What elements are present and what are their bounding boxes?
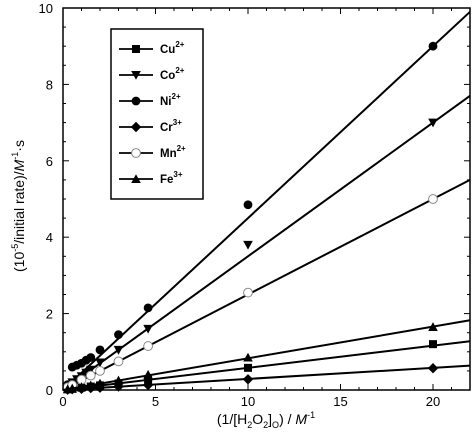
- data-point-ni: [86, 353, 96, 362]
- fit-line-cr: [62, 364, 471, 391]
- data-point-cu: [244, 363, 252, 372]
- data-point-fe: [95, 378, 105, 388]
- fit-line-fe: [62, 319, 471, 391]
- data-point-ni: [114, 330, 123, 340]
- series-mn: [62, 179, 471, 393]
- legend-entry-mn: Mn2+: [119, 144, 186, 160]
- y-tick-label: 8: [46, 77, 53, 92]
- legend-entry-cr: Cr3+: [119, 118, 182, 134]
- data-point-cr: [142, 379, 154, 391]
- fit-line-ni: [62, 11, 471, 391]
- legend-label-fe: Fe3+: [160, 170, 183, 186]
- y-tick-label: 2: [46, 307, 53, 322]
- legend-marker-cr: [130, 121, 142, 133]
- data-point-fe: [76, 382, 87, 391]
- y-tick-label: 6: [46, 154, 53, 169]
- legend-marker-ni: [131, 96, 141, 106]
- data-point-cr: [427, 363, 439, 374]
- legend-label-ni: Ni2+: [160, 92, 181, 108]
- fit-line-cu: [62, 340, 471, 391]
- data-point-mn: [113, 356, 124, 367]
- x-tick-label: 0: [59, 394, 66, 409]
- data-layer: [62, 11, 471, 395]
- data-point-fe: [113, 375, 124, 385]
- legend-marker-co: [131, 71, 141, 80]
- data-point-cr: [242, 374, 254, 385]
- data-point-fe: [428, 322, 438, 331]
- data-point-ni: [95, 345, 105, 355]
- series-ni: [62, 11, 471, 391]
- data-point-co: [243, 240, 253, 250]
- legend-label-co: Co2+: [160, 66, 185, 82]
- legend: Cu2+ Co2+ Ni2+ Cr3+ Mn2+ Fe3+: [110, 28, 204, 200]
- data-point-mn: [143, 341, 154, 351]
- x-tick-label: 20: [426, 394, 440, 409]
- data-point-cu: [144, 375, 153, 384]
- legend-label-mn: Mn2+: [160, 144, 186, 160]
- legend-marker-fe: [131, 174, 141, 183]
- data-point-co: [113, 345, 124, 355]
- legend-entry-co: Co2+: [119, 66, 185, 82]
- x-axis-title: (1/[H2O2]O) / M-1: [217, 410, 315, 430]
- legend-entry-fe: Fe3+: [119, 170, 183, 186]
- data-point-fe: [243, 352, 253, 362]
- legend-label-cu: Cu2+: [160, 40, 185, 56]
- y-tick-label: 0: [46, 383, 53, 398]
- legend-marker-cu: [132, 45, 140, 53]
- y-tick-label: 10: [39, 1, 53, 16]
- legend-marker-mn: [131, 148, 141, 158]
- x-tick-label: 15: [333, 394, 347, 409]
- data-point-ni: [243, 200, 253, 210]
- data-point-co: [95, 358, 105, 368]
- data-point-co: [85, 365, 96, 375]
- data-point-ni: [428, 41, 438, 51]
- data-point-ni: [143, 303, 153, 313]
- legend-entries: Cu2+ Co2+ Ni2+ Cr3+ Mn2+ Fe3+: [119, 40, 186, 186]
- data-point-fe: [143, 369, 153, 379]
- series-cu: [62, 340, 471, 394]
- data-point-mn: [85, 370, 96, 381]
- y-axis-title: (10-5/initial rate)/M-1·s: [10, 140, 27, 272]
- legend-entry-cu: Cu2+: [119, 40, 185, 56]
- data-point-mn: [95, 366, 105, 376]
- x-tick-label: 10: [241, 394, 255, 409]
- fit-line-co: [62, 95, 471, 391]
- legend-box: [110, 28, 204, 200]
- fit-line-mn: [62, 179, 471, 391]
- data-point-co: [428, 118, 438, 128]
- legend-label-cr: Cr3+: [160, 118, 182, 134]
- legend-entry-ni: Ni2+: [119, 92, 181, 108]
- y-tick-label: 4: [46, 230, 53, 245]
- ticks-layer: 0 5 10 15 20 0 2 4 6 8 10: [39, 1, 471, 409]
- series-fe: [62, 319, 471, 394]
- x-tick-label: 5: [152, 394, 159, 409]
- data-point-fe: [85, 380, 96, 390]
- data-point-cu: [429, 340, 437, 349]
- data-point-mn: [243, 287, 253, 298]
- data-point-co: [143, 324, 153, 334]
- data-point-mn: [428, 194, 438, 204]
